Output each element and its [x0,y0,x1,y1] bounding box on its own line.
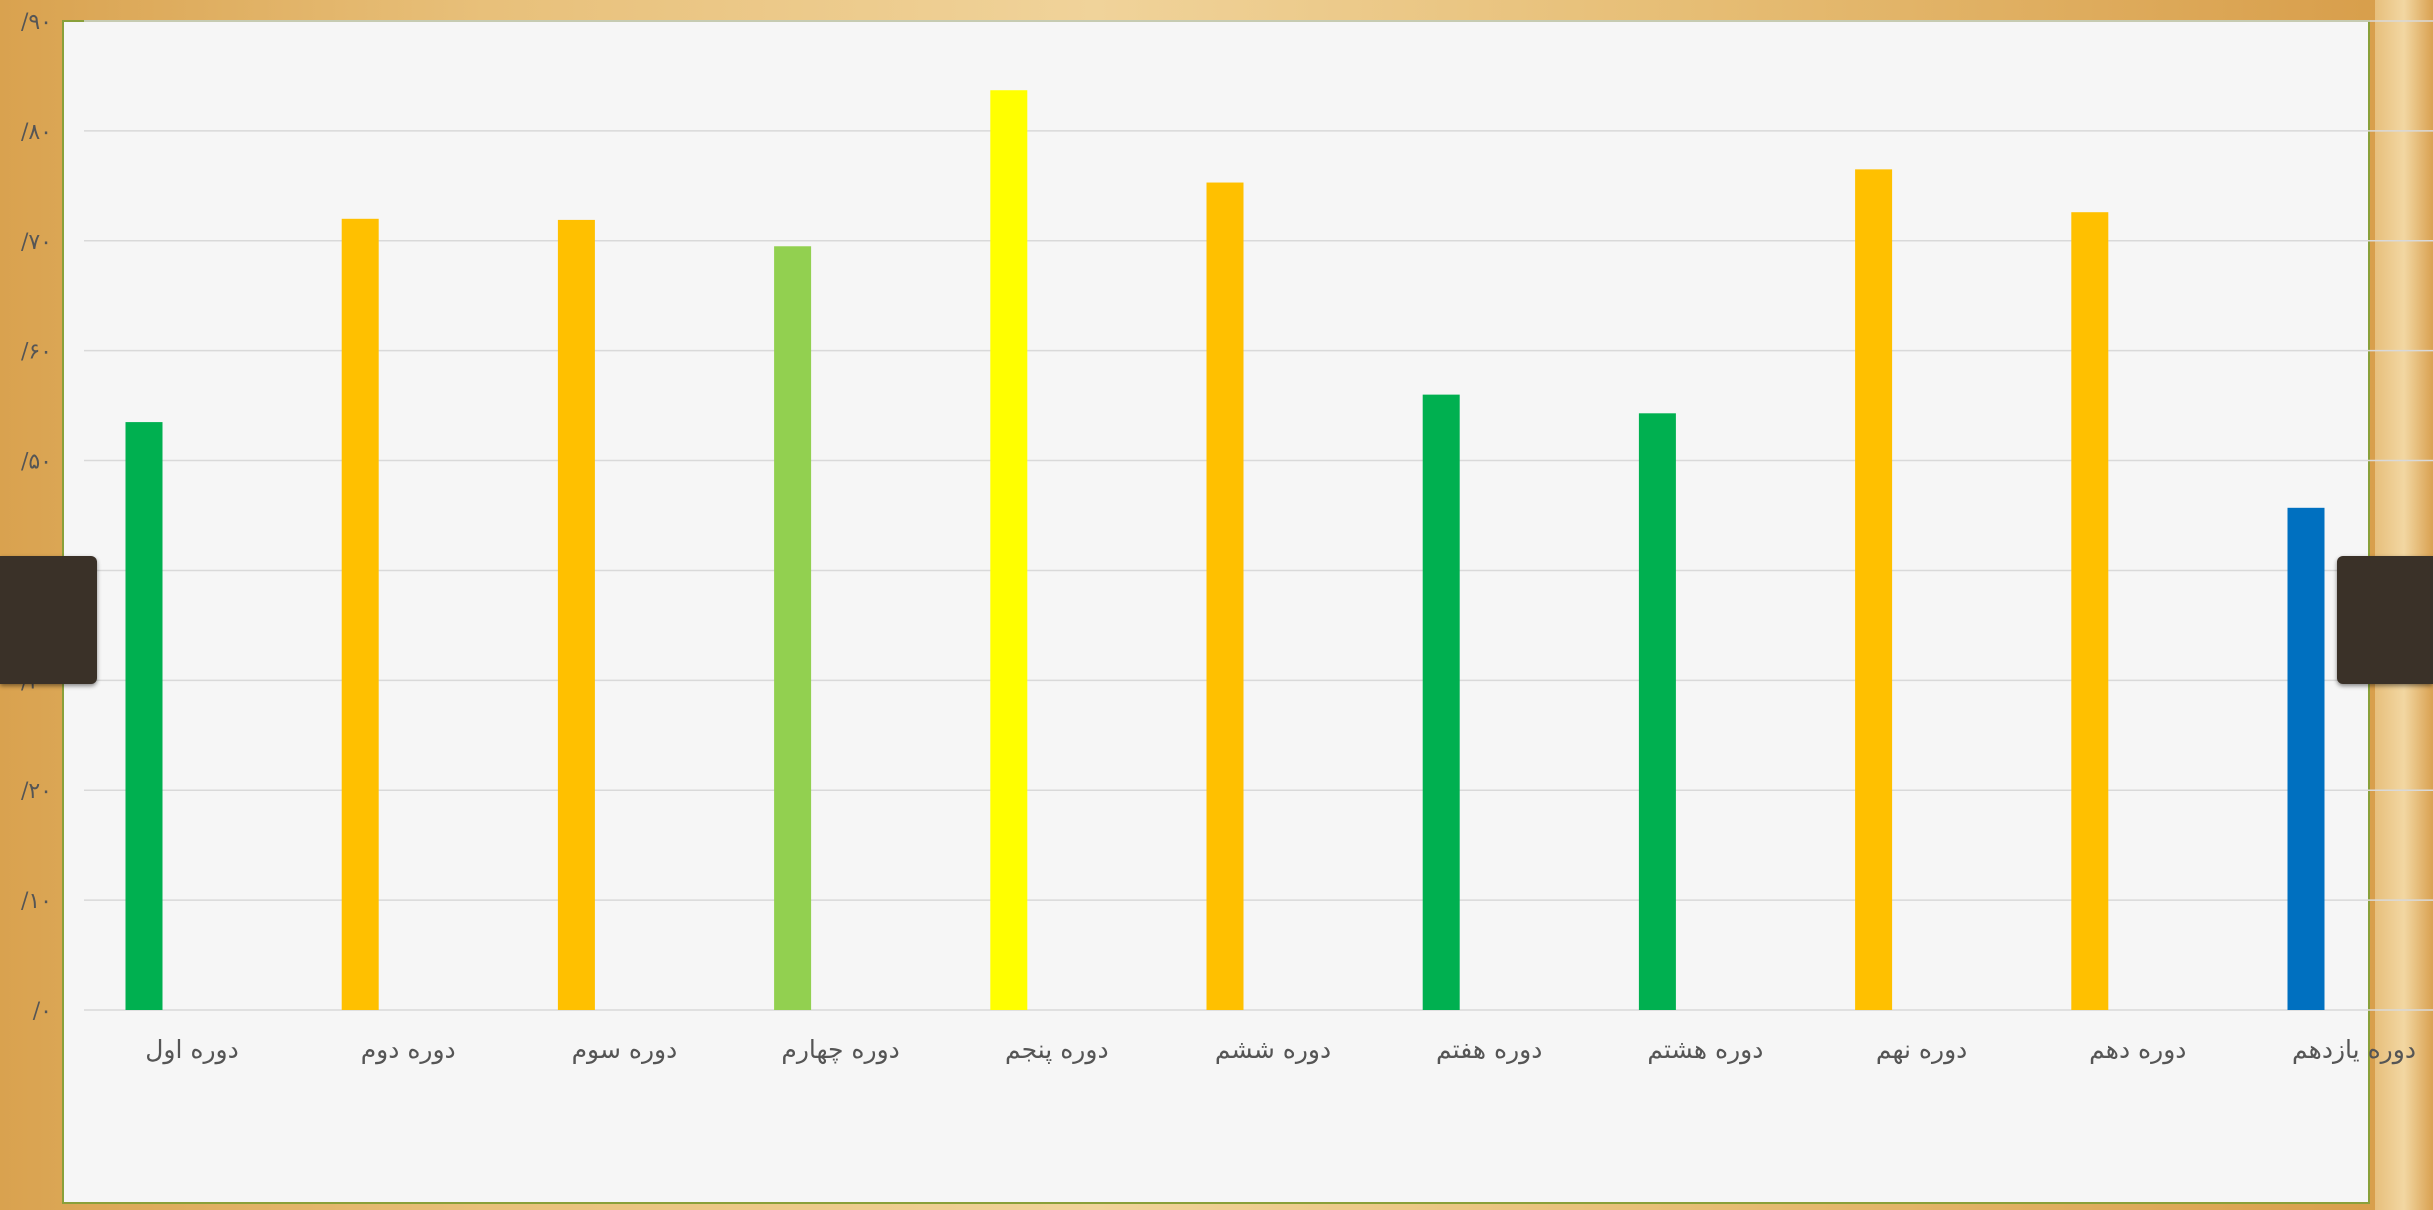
bar [125,422,163,1010]
right-clip [2337,556,2433,684]
x-category-label: دوره نهم [1876,1035,1967,1065]
bar [774,246,812,1010]
y-tick-label: /۷۰ [21,230,52,255]
x-category-label: دوره هفتم [1436,1035,1542,1065]
bar [2071,212,2109,1010]
y-tick-label: /۰ [33,999,52,1024]
gridlines [84,20,2433,1011]
bar [1638,413,1676,1010]
x-category-label: دوره هشتم [1647,1035,1763,1065]
y-tick-label: /۹۰ [21,10,52,35]
x-category-label: دوره ششم [1215,1035,1331,1065]
bar [2287,507,2325,1010]
bars [125,90,2325,1011]
y-tick-label: /۱۰ [21,889,52,914]
x-category-label: دوره سوم [572,1035,678,1065]
y-tick-label: /۵۰ [21,450,52,475]
bar [341,218,379,1011]
x-category-label: دوره چهارم [781,1035,899,1065]
y-tick-label: /۶۰ [21,340,52,365]
x-category-label: دوره اول [145,1035,239,1065]
x-category-label: دوره دوم [361,1035,456,1065]
bar [557,219,595,1010]
x-category-label: دوره پنجم [1005,1035,1109,1065]
x-category-label: دوره یازدهم [2292,1035,2416,1065]
bar [990,90,1028,1011]
y-tick-label: /۸۰ [21,120,52,145]
x-category-label: دوره دهم [2089,1035,2186,1065]
bar [1206,182,1244,1010]
left-clip [0,556,97,684]
bar [1422,394,1460,1011]
x-axis: دوره اول دوره دوم دوره سوم دوره چهارم دوره پ… [145,1035,2416,1065]
bar [1855,169,1893,1011]
y-tick-label: /۲۰ [21,779,52,804]
y-axis: /۰/۱۰/۲۰/۳۰/۴۰/۵۰/۶۰/۷۰/۸۰/۹۰ [21,10,52,1024]
